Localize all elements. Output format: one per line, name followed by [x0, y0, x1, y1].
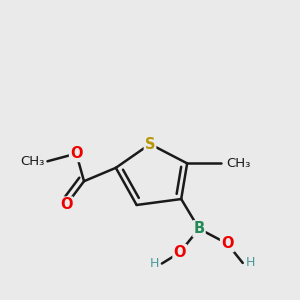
Text: H: H: [149, 257, 159, 270]
Text: O: O: [60, 197, 72, 212]
Text: O: O: [173, 245, 186, 260]
Text: B: B: [194, 221, 205, 236]
Text: CH₃: CH₃: [20, 155, 44, 168]
Text: O: O: [221, 236, 233, 251]
Text: S: S: [145, 136, 155, 152]
Text: O: O: [70, 146, 83, 161]
Text: H: H: [246, 256, 255, 269]
Text: CH₃: CH₃: [226, 157, 250, 170]
